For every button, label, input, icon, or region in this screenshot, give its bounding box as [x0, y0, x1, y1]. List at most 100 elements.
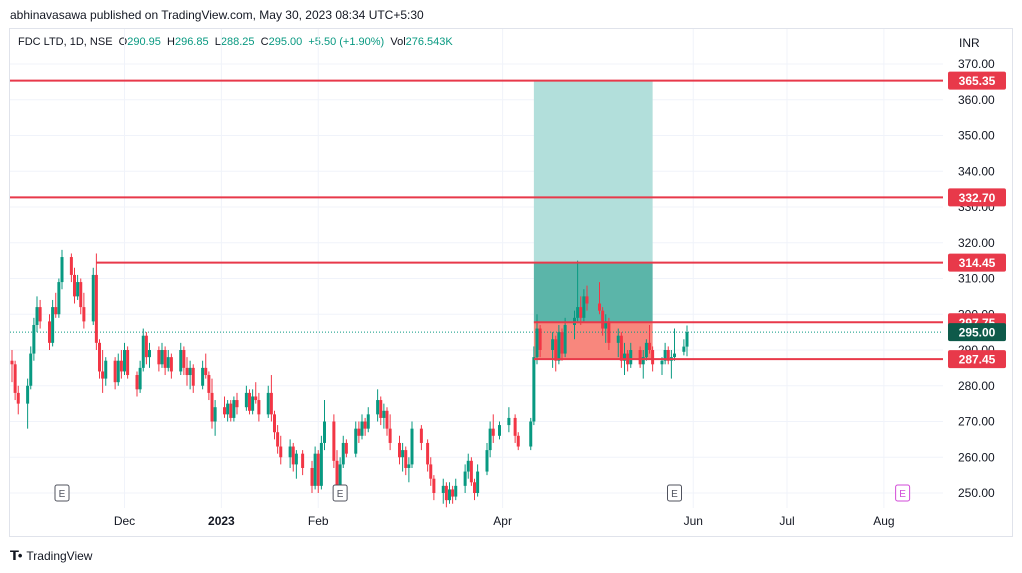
- symbol-name: FDC LTD, 1D, NSE: [18, 36, 113, 48]
- candle: [141, 328, 145, 372]
- candle-body: [410, 428, 414, 465]
- candle-body: [651, 350, 655, 365]
- currency-label[interactable]: INR: [959, 36, 980, 50]
- candle: [213, 400, 217, 436]
- candle: [204, 353, 208, 379]
- candle: [104, 357, 108, 386]
- candle-body: [557, 332, 561, 361]
- volume-value: 276.543K: [405, 36, 453, 48]
- candle: [616, 328, 620, 358]
- candle-body: [160, 350, 164, 365]
- open-label: O: [118, 36, 128, 48]
- candle-body: [379, 400, 383, 418]
- level-price-tag-box: [948, 71, 1006, 90]
- candle-body: [82, 307, 86, 322]
- y-tick-label: 360.00: [958, 93, 995, 107]
- candle-body: [601, 310, 605, 329]
- candle-body: [301, 453, 305, 468]
- level-price-tag-box: [948, 253, 1006, 272]
- candle-body: [10, 360, 14, 365]
- candle: [169, 353, 173, 379]
- candle: [366, 407, 370, 433]
- candle-body: [419, 428, 423, 443]
- candle-body: [579, 307, 583, 318]
- y-tick-label: 310.00: [958, 272, 995, 286]
- earnings-marker-box: [667, 484, 682, 502]
- candle-body: [232, 400, 236, 418]
- candle: [276, 425, 280, 454]
- candle: [554, 335, 558, 372]
- candle: [244, 385, 248, 411]
- candle-body: [163, 350, 167, 368]
- candle-body: [401, 450, 405, 458]
- candle: [201, 360, 205, 390]
- candle: [32, 317, 36, 361]
- candle: [376, 389, 380, 422]
- candle: [382, 403, 386, 429]
- earnings-marker: E: [895, 484, 911, 502]
- candle-body: [226, 403, 230, 415]
- candle: [516, 432, 520, 451]
- candle-body: [341, 442, 345, 465]
- candle-body: [51, 307, 55, 343]
- candle-body: [79, 282, 83, 308]
- candle-body: [619, 335, 623, 361]
- candle-body: [182, 350, 186, 368]
- volume-label: Vol: [390, 36, 406, 48]
- candle-body: [485, 450, 489, 472]
- candle: [673, 328, 676, 361]
- earnings-marker: E: [667, 484, 682, 502]
- candle: [344, 439, 348, 458]
- tradingview-brand[interactable]: 𝗧• TradingView: [10, 548, 92, 564]
- candle-body: [429, 464, 433, 479]
- candle-body: [57, 282, 61, 315]
- candle-body: [476, 471, 480, 493]
- candle-body: [273, 414, 276, 433]
- candle: [363, 417, 367, 436]
- candle: [26, 378, 30, 429]
- candle-body: [257, 400, 261, 415]
- candle: [560, 328, 564, 361]
- candle-body: [101, 371, 105, 379]
- candle: [473, 478, 476, 501]
- candle-body: [554, 339, 558, 361]
- candle-body: [69, 257, 73, 275]
- candle: [98, 339, 101, 379]
- candle-body: [466, 460, 470, 472]
- candle-body: [491, 428, 495, 436]
- candle-body: [498, 425, 501, 436]
- low-value: 288.25: [220, 36, 255, 48]
- level-price-tag: 365.35: [948, 71, 1006, 90]
- earnings-marker-box: [332, 484, 348, 502]
- candle: [119, 350, 123, 379]
- candle-body: [251, 396, 255, 411]
- candle-body: [213, 407, 217, 422]
- x-tick-label: Feb: [308, 514, 329, 528]
- publisher-line: abhinavasawa published on TradingView.co…: [10, 8, 424, 22]
- candle-body: [682, 346, 686, 352]
- candle-body: [335, 460, 339, 486]
- y-tick-label: 250.00: [958, 486, 995, 500]
- candle: [10, 350, 14, 383]
- candle: [341, 435, 345, 468]
- candle: [226, 400, 230, 422]
- candle-body: [363, 421, 367, 429]
- last-price-tag: 295.00: [948, 323, 1006, 342]
- candle: [16, 385, 20, 415]
- candle: [648, 324, 651, 354]
- candle: [157, 346, 161, 372]
- candle: [94, 253, 98, 350]
- candle-body: [166, 357, 170, 368]
- candle-body: [385, 410, 389, 429]
- candle: [316, 450, 320, 493]
- candle: [385, 407, 389, 436]
- candle: [160, 342, 164, 368]
- candle: [398, 435, 401, 465]
- candle: [35, 296, 39, 333]
- low-label: L: [214, 36, 221, 48]
- candle-body: [382, 410, 386, 418]
- candle-body: [185, 367, 189, 376]
- candle-body: [451, 489, 455, 497]
- level-price-tag-text: 365.35: [959, 74, 996, 88]
